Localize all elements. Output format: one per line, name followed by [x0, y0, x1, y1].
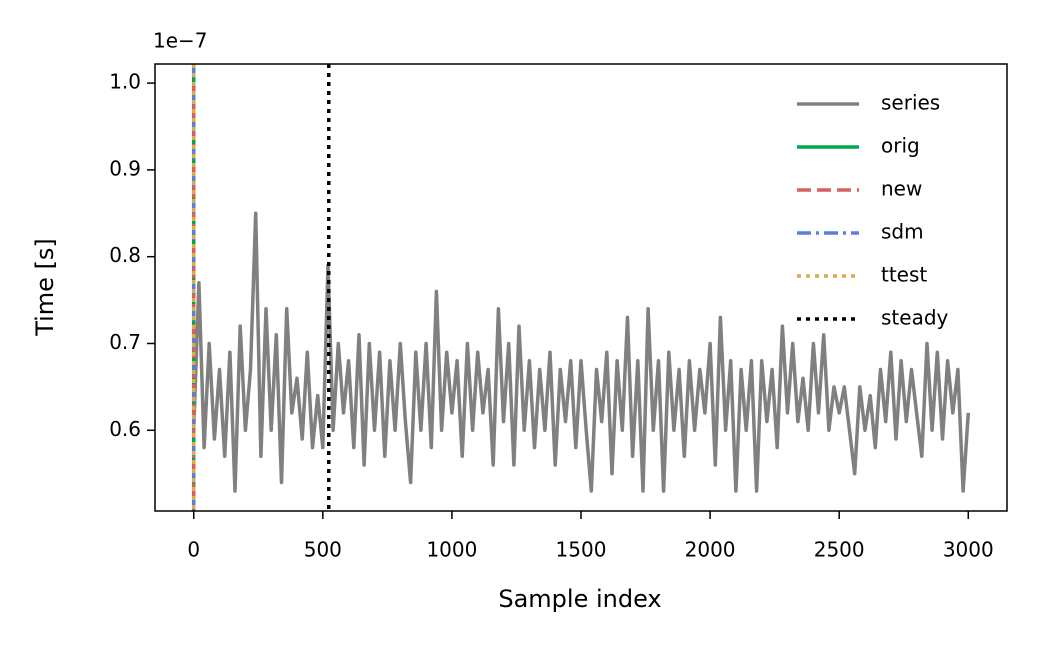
legend-label: sdm: [881, 220, 924, 244]
legend-label: series: [881, 91, 940, 115]
offset-text: 1e−7: [153, 29, 208, 53]
y-tick-label: 0.8: [109, 243, 141, 267]
legend-label: orig: [881, 134, 920, 158]
series-line: [191, 211, 971, 493]
legend-label: ttest: [881, 263, 927, 287]
x-tick-label: 1500: [556, 538, 607, 562]
x-tick-label: 2500: [814, 538, 865, 562]
x-tick-label: 500: [304, 538, 342, 562]
plot-frame: [154, 63, 1008, 512]
y-tick-label: 0.6: [109, 417, 141, 441]
x-axis-label: Sample index: [498, 585, 661, 613]
x-tick-label: 3000: [943, 538, 994, 562]
legend-label: new: [881, 177, 922, 201]
legend-label: steady: [881, 306, 949, 330]
x-tick-label: 0: [187, 538, 200, 562]
y-axis-label: Time [s]: [31, 238, 59, 337]
y-tick-label: 1.0: [109, 70, 141, 94]
y-tick-label: 0.9: [109, 156, 141, 180]
x-tick-label: 1000: [426, 538, 477, 562]
x-tick-label: 2000: [685, 538, 736, 562]
y-tick-label: 0.7: [109, 330, 141, 354]
